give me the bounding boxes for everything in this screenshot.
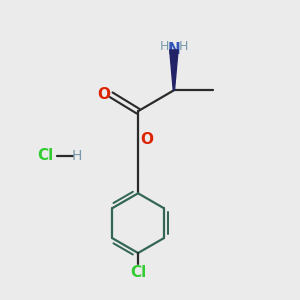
Text: H: H (160, 40, 169, 53)
Text: O: O (140, 132, 153, 147)
Text: Cl: Cl (130, 265, 146, 280)
Polygon shape (170, 50, 178, 90)
Text: Cl: Cl (38, 148, 54, 164)
Text: O: O (97, 87, 110, 102)
Text: H: H (72, 149, 82, 163)
Text: N: N (167, 43, 180, 58)
Text: H: H (179, 40, 188, 53)
